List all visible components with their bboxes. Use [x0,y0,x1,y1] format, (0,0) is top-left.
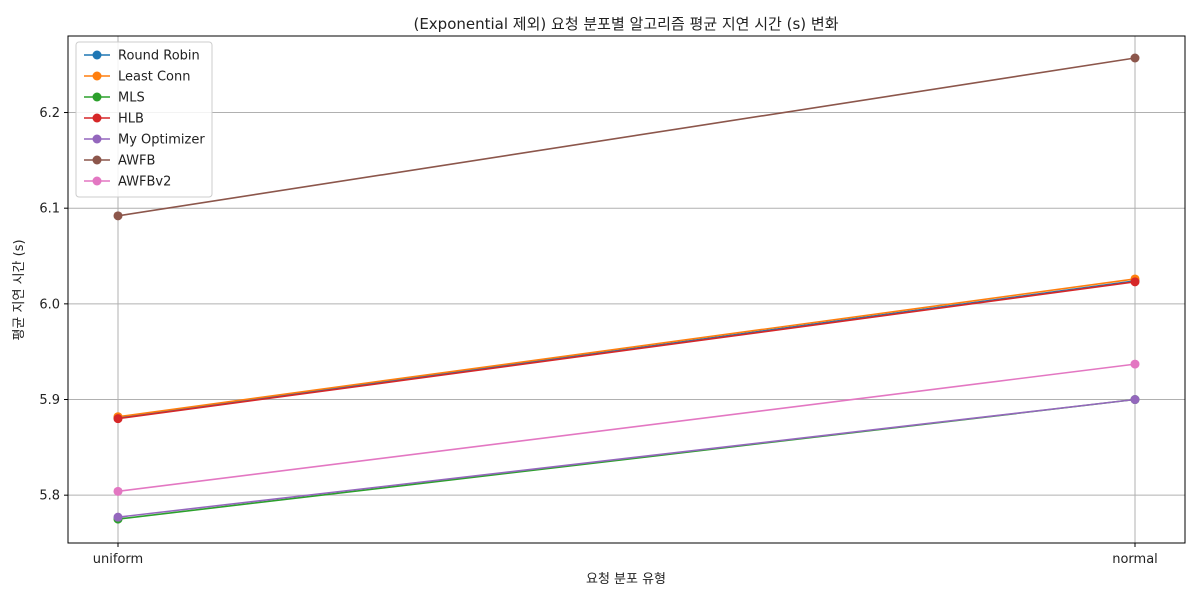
data-point [1130,395,1140,405]
legend-item: MLS [84,91,145,106]
series-line [117,57,1136,217]
data-point [113,414,123,424]
legend-marker [92,134,102,144]
legend-label: My Optimizer [118,133,205,148]
data-point [113,211,123,221]
legend-marker [92,155,102,165]
series-layer [113,53,1140,524]
y-tick-label: 5.8 [39,489,60,504]
legend-marker [92,92,102,102]
y-tick-label: 6.2 [39,106,60,121]
series-awfb [113,53,1140,221]
chart-title: (Exponential 제외) 요청 분포별 알고리즘 평균 지연 시간 (s… [413,15,838,33]
data-point [1130,359,1140,369]
series-mls [113,395,1140,524]
series-hlb [113,277,1140,424]
plot-frame [67,35,1186,544]
legend-item: Least Conn [84,70,191,85]
data-point [1130,277,1140,287]
legend-marker [92,71,102,81]
legend-item: HLB [84,112,144,127]
legend-label: MLS [118,91,145,106]
legend-label: HLB [118,112,144,127]
legend-item: My Optimizer [84,133,205,148]
legend-marker [92,113,102,123]
x-axis-ticks: uniform normal [93,543,1158,567]
legend-marker [92,176,102,186]
y-tick-label: 6.0 [39,297,60,312]
x-axis-label: 요청 분포 유형 [586,572,666,587]
legend-label: AWFB [118,154,155,169]
x-tick-label: normal [1112,552,1158,567]
legend-item: AWFBv2 [84,175,171,190]
legend-box [75,41,213,198]
series-my-optimizer [113,395,1140,522]
y-axis-label: 평균 지연 시간 (s) [12,239,27,340]
series-round-robin [113,276,1140,423]
legend-item: AWFB [84,154,155,169]
grid [68,36,1185,543]
y-axis-ticks: 5.8 5.9 6.0 6.1 6.2 [39,106,68,504]
legend: Round Robin Least Conn MLS HLB My Optimizer A… [75,41,213,198]
series-awfbv2 [113,359,1140,496]
series-line [117,281,1136,420]
x-tick-label: uniform [93,552,143,567]
y-tick-label: 5.9 [39,393,60,408]
legend-label: AWFBv2 [118,175,171,190]
series-line [117,278,1136,418]
legend-label: Round Robin [118,49,200,64]
data-point [1130,53,1140,63]
legend-item: Round Robin [84,49,200,64]
y-tick-label: 6.1 [39,202,60,217]
legend-label: Least Conn [118,70,191,85]
legend-marker [92,50,102,60]
series-line [117,398,1136,518]
data-point [113,486,123,496]
series-line [117,280,1136,419]
data-point [113,512,123,522]
series-line [117,363,1136,493]
